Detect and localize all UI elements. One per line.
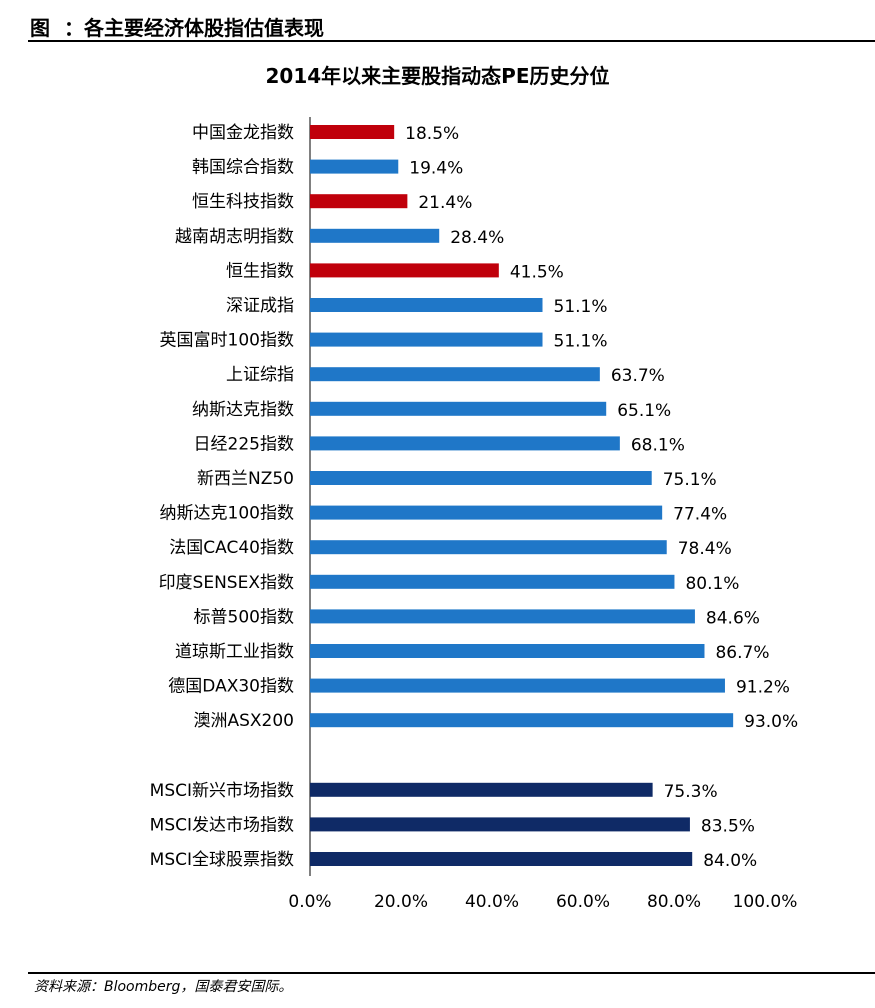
category-label: 恒生指数 <box>226 261 294 281</box>
category-label: 上证综指 <box>226 365 294 385</box>
bar <box>310 574 675 589</box>
figure-label-text: 图 <box>30 16 50 40</box>
data-label: 80.1% <box>685 574 739 594</box>
footer-rule <box>28 972 875 974</box>
data-label: 91.2% <box>736 678 790 698</box>
x-tick-label: 80.0% <box>647 892 701 912</box>
data-label: 21.4% <box>418 193 472 213</box>
x-tick-label: 20.0% <box>374 892 428 912</box>
category-label: 澳洲ASX200 <box>193 711 294 731</box>
data-label: 84.6% <box>706 608 760 628</box>
bar <box>310 713 734 728</box>
data-label: 19.4% <box>409 159 463 179</box>
category-label: 印度SENSEX指数 <box>159 573 294 593</box>
bar <box>310 228 440 243</box>
category-label: MSCI新兴市场指数 <box>150 781 294 801</box>
data-label: 51.1% <box>554 332 608 352</box>
chart-title: 2014年以来主要股指动态PE历史分位 <box>265 64 610 88</box>
category-label: MSCI发达市场指数 <box>150 815 294 835</box>
bar <box>310 852 693 866</box>
figure-caption: ：各主要经济体股指估值表现 <box>64 16 324 40</box>
bar <box>310 194 408 209</box>
bar <box>310 609 695 624</box>
data-label: 84.0% <box>703 851 757 871</box>
category-label: 德国DAX30指数 <box>168 677 294 697</box>
bar <box>310 159 399 174</box>
bar <box>310 678 725 693</box>
bar <box>310 471 652 485</box>
category-label: 法国CAC40指数 <box>169 538 294 558</box>
data-label: 68.1% <box>631 435 685 455</box>
bar <box>310 401 607 416</box>
category-label: 恒生科技指数 <box>192 192 294 212</box>
data-label: 28.4% <box>450 228 504 248</box>
data-label: 77.4% <box>673 505 727 525</box>
bar <box>310 644 705 658</box>
category-label: 新西兰NZ50 <box>197 469 294 489</box>
data-label: 86.7% <box>715 643 769 663</box>
x-tick-label: 0.0% <box>288 892 331 912</box>
x-tick-label: 40.0% <box>465 892 519 912</box>
data-label: 93.0% <box>744 712 798 732</box>
bar <box>310 540 667 555</box>
category-label: 中国金龙指数 <box>192 123 294 143</box>
data-label: 51.1% <box>554 297 608 317</box>
bar <box>310 125 395 139</box>
bar <box>310 436 620 451</box>
x-tick-label: 100.0% <box>733 892 798 912</box>
bar <box>310 367 600 382</box>
source-note: 资料来源：Bloomberg，国泰君安国际。 <box>34 979 293 995</box>
category-label: 纳斯达克指数 <box>192 400 294 420</box>
category-label: 标普500指数 <box>194 607 294 627</box>
category-label: 日经225指数 <box>194 434 294 454</box>
category-label: 纳斯达克100指数 <box>160 504 294 524</box>
data-label: 65.1% <box>617 401 671 421</box>
data-label: 63.7% <box>611 366 665 386</box>
data-label: 75.3% <box>664 782 718 802</box>
bar <box>310 782 653 797</box>
x-tick-label: 60.0% <box>556 892 610 912</box>
bar <box>310 817 690 832</box>
bar <box>310 332 543 347</box>
category-label: 韩国综合指数 <box>192 158 294 178</box>
figure-label: 图 ：各主要经济体股指估值表现 <box>30 12 324 41</box>
bar <box>310 263 499 278</box>
category-label: 道琼斯工业指数 <box>175 642 294 662</box>
data-label: 18.5% <box>405 124 459 144</box>
figure-header: 图 ：各主要经济体股指估值表现 <box>28 8 875 42</box>
data-label: 75.1% <box>663 470 717 490</box>
data-label: 41.5% <box>510 262 564 282</box>
bar <box>310 505 663 520</box>
category-label: MSCI全球股票指数 <box>150 850 294 870</box>
category-label: 深证成指 <box>226 296 294 316</box>
bar <box>310 298 543 312</box>
category-label: 越南胡志明指数 <box>175 227 294 247</box>
data-label: 83.5% <box>701 816 755 836</box>
data-label: 78.4% <box>678 539 732 559</box>
category-label: 英国富时100指数 <box>160 331 294 351</box>
